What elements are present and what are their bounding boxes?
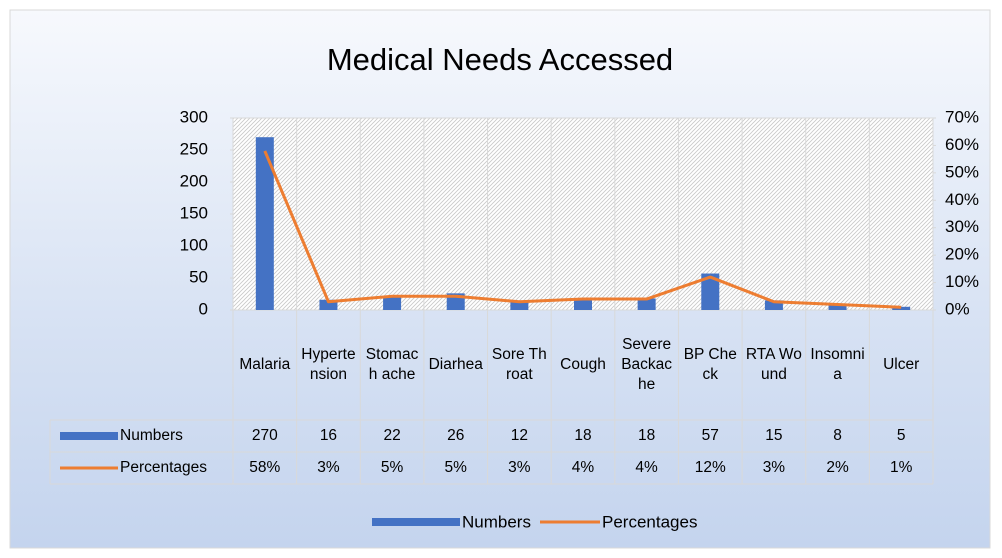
category-label: Malaria: [239, 356, 291, 373]
table-value: 57: [701, 427, 719, 444]
category-label: Diarhea: [428, 356, 483, 373]
row-header: Numbers: [120, 427, 183, 444]
table-value: 5%: [444, 459, 467, 476]
y2-tick-label: 30%: [945, 217, 979, 236]
line: [263, 150, 902, 309]
table-value: 1%: [889, 459, 913, 476]
table-value: 4%: [571, 459, 595, 476]
category-label: RTA Wound: [745, 346, 802, 383]
table-value: 12%: [694, 459, 726, 476]
y2-tick-label: 10%: [945, 272, 979, 291]
table-value: 5: [896, 427, 906, 444]
y2-tick-label: 50%: [945, 162, 979, 181]
table-value: 4%: [635, 459, 658, 476]
table-value: 2%: [826, 459, 849, 476]
category-label: BP Check: [683, 346, 737, 383]
bar: [701, 273, 720, 310]
table-value: 18: [574, 427, 592, 444]
table-value: 12: [510, 427, 528, 444]
y-tick-label: 300: [180, 107, 208, 126]
table-value: 8: [833, 427, 842, 444]
legend-label: Percentages: [602, 512, 697, 531]
y2-tick-label: 40%: [945, 190, 979, 209]
table-value: 15: [765, 427, 783, 444]
y-tick-label: 250: [180, 139, 208, 158]
y-tick-label: 200: [180, 171, 208, 190]
bar: [383, 295, 402, 310]
table-value: 16: [319, 427, 338, 444]
y-tick-label: 0: [199, 299, 208, 318]
y-tick-label: 150: [180, 203, 208, 222]
chart-title: Medical Needs Accessed: [327, 42, 673, 77]
bar: [828, 304, 847, 310]
plot-area: [233, 118, 933, 310]
legend-swatch: [372, 518, 460, 526]
legend-swatch: [60, 432, 118, 440]
table-value: 26: [447, 427, 465, 444]
bar: [637, 298, 656, 310]
bar: [892, 306, 911, 310]
legend-label: Numbers: [462, 512, 531, 531]
table-value: 58%: [249, 459, 281, 476]
bar: [510, 302, 529, 310]
category-label: Severe Backache: [621, 336, 673, 393]
category-label: Cough: [560, 356, 606, 373]
bar: [764, 300, 783, 310]
table-value: 5%: [380, 459, 404, 476]
table-value: 3%: [508, 459, 531, 476]
y2-tick-label: 60%: [945, 135, 979, 154]
bar: [255, 137, 274, 310]
y2-tick-label: 20%: [945, 245, 979, 264]
category-label: Insomnia: [810, 346, 865, 383]
y-tick-label: 50: [189, 267, 208, 286]
category-label: Ulcer: [883, 356, 920, 373]
category-label: Hypertension: [301, 346, 356, 383]
y2-tick-label: 0%: [945, 299, 970, 318]
table-value: 18: [638, 427, 656, 444]
table-value: 22: [383, 427, 401, 444]
y-tick-label: 100: [180, 235, 208, 254]
y2-tick-label: 70%: [945, 107, 979, 126]
row-header: Percentages: [120, 459, 208, 476]
category-label: Sore Throat: [491, 346, 547, 383]
table-value: 270: [251, 427, 278, 444]
category-label: Stomach ache: [365, 346, 419, 383]
bar: [574, 298, 592, 310]
table-value: 3%: [317, 459, 340, 476]
bar: [319, 299, 338, 310]
table-value: 3%: [762, 459, 786, 476]
